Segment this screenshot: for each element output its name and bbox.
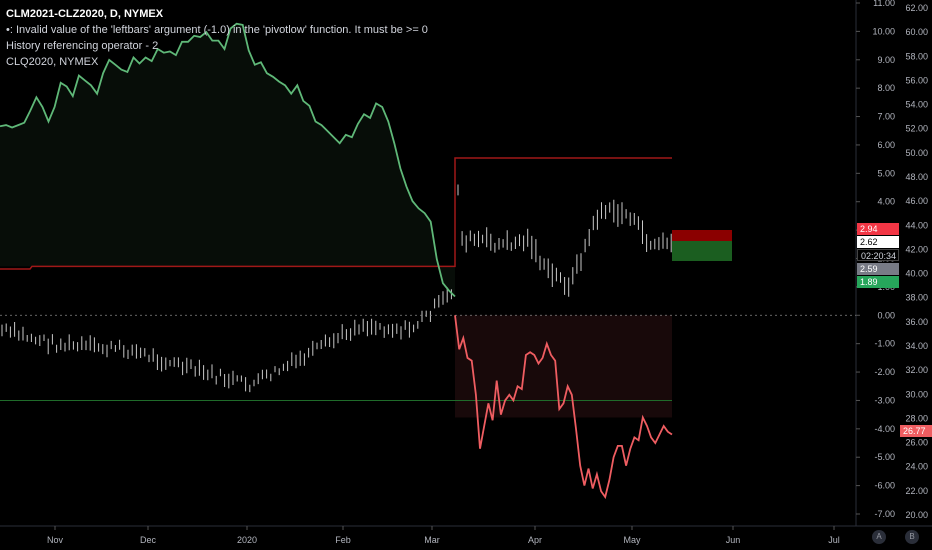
left-axis[interactable]: 11.0010.009.008.007.006.005.004.003.002.…	[856, 0, 895, 519]
right-tick-label: 40.00	[905, 269, 928, 279]
left-tick-label: 9.00	[877, 55, 895, 65]
time-tick-label: 2020	[237, 535, 257, 545]
left-tick-label: -2.00	[874, 367, 895, 377]
right-tick-label: 36.00	[905, 317, 928, 327]
series-lines	[0, 22, 856, 500]
badge-green: 1.89	[857, 276, 899, 288]
time-tick-label: Nov	[47, 535, 64, 545]
left-tick-label: -3.00	[874, 395, 895, 405]
right-tick-label: 48.00	[905, 172, 928, 182]
time-tick-label: Feb	[335, 535, 351, 545]
right-tick-label: 54.00	[905, 100, 928, 110]
log-scale-button[interactable]: B	[905, 530, 919, 544]
left-tick-label: 4.00	[877, 197, 895, 207]
right-tick-label: 28.00	[905, 413, 928, 423]
left-tick-label: 0.00	[877, 310, 895, 320]
left-tick-label: -6.00	[874, 481, 895, 491]
right-tick-label: 42.00	[905, 244, 928, 254]
red-series-line	[454, 315, 673, 500]
time-axis[interactable]: Nov Dec 2020 Feb Mar Apr May Jun Jul	[47, 526, 840, 545]
right-tick-label: 52.00	[905, 124, 928, 134]
time-tick-label: Dec	[140, 535, 157, 545]
right-tick-label: 50.00	[905, 148, 928, 158]
right-axis[interactable]: 62.00 60.00 58.00 56.00 54.00 52.00 50.00 48.00…	[905, 3, 928, 520]
badge-red: 2.94	[857, 223, 899, 235]
left-tick-label: -4.00	[874, 424, 895, 434]
badge-pink: 26.77	[900, 425, 932, 437]
green-series-line	[0, 22, 456, 298]
left-tick-label: 6.00	[877, 140, 895, 150]
badge-current: 2.62	[857, 236, 899, 248]
left-tick-label: 8.00	[877, 83, 895, 93]
right-tick-label: 34.00	[905, 341, 928, 351]
auto-scale-button[interactable]: A	[872, 530, 886, 544]
time-tick-label: Jun	[726, 535, 741, 545]
time-tick-label: Mar	[424, 535, 440, 545]
left-tick-label: -7.00	[874, 509, 895, 519]
badge-timer: 02:20:34	[857, 249, 899, 261]
right-tick-label: 24.00	[905, 462, 928, 472]
right-tick-label: 62.00	[905, 3, 928, 13]
left-tick-label: -5.00	[874, 452, 895, 462]
long-target-box	[672, 241, 732, 261]
legend-history: History referencing operator - 2	[6, 40, 159, 52]
right-tick-label: 38.00	[905, 293, 928, 303]
right-tick-label: 60.00	[905, 27, 928, 37]
chart-legend: CLM2021-CLZ2020, D, NYMEX •: Invalid val…	[6, 6, 428, 70]
time-tick-label: May	[623, 535, 641, 545]
time-tick-label: Apr	[528, 535, 542, 545]
left-tick-label: 10.00	[872, 26, 895, 36]
right-tick-label: 26.00	[905, 438, 928, 448]
right-tick-label: 46.00	[905, 196, 928, 206]
legend-error: •: Invalid value of the 'leftbars' argum…	[6, 24, 428, 36]
pivot-line	[0, 157, 672, 270]
right-tick-label: 22.00	[905, 486, 928, 496]
left-tick-label: 7.00	[877, 112, 895, 122]
right-tick-label: 20.00	[905, 510, 928, 520]
right-tick-label: 58.00	[905, 51, 928, 61]
right-tick-label: 30.00	[905, 389, 928, 399]
left-tick-label: 5.00	[877, 168, 895, 178]
right-tick-label: 32.00	[905, 365, 928, 375]
badge-gray: 2.59	[857, 263, 899, 275]
time-tick-label: Jul	[828, 535, 840, 545]
left-tick-label: -1.00	[874, 339, 895, 349]
legend-symbol[interactable]: CLQ2020, NYMEX	[6, 56, 99, 68]
short-target-box	[672, 230, 732, 241]
right-tick-label: 44.00	[905, 220, 928, 230]
right-tick-label: 56.00	[905, 75, 928, 85]
green-area-fill	[0, 23, 455, 297]
left-tick-label: 11.00	[873, 0, 895, 8]
legend-title[interactable]: CLM2021-CLZ2020, D, NYMEX	[6, 8, 164, 20]
